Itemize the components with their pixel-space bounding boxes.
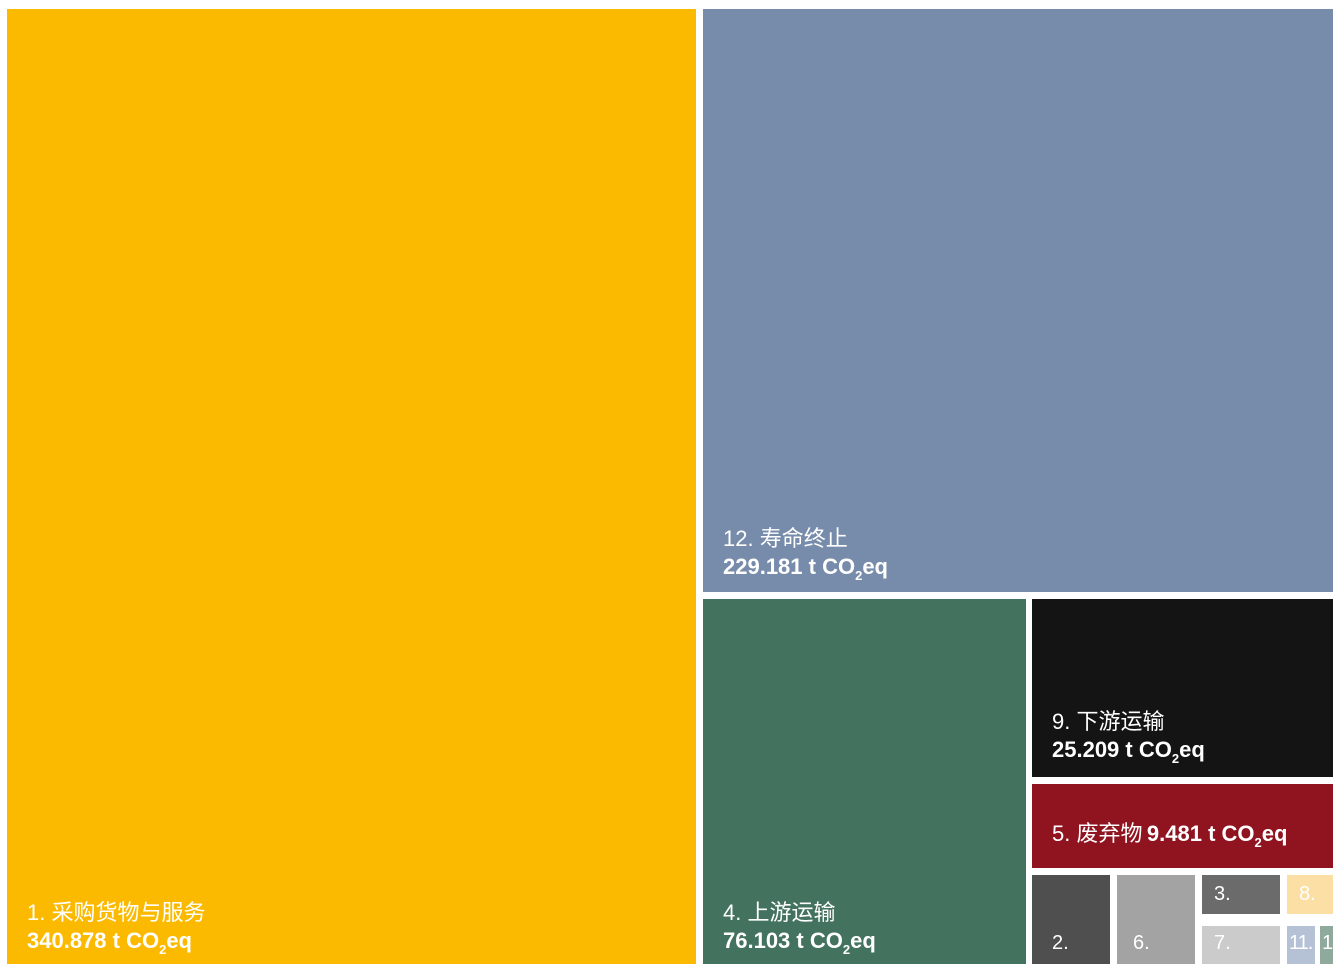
tile-waste: 5. 废弃物 9.481 t CO2eq (1032, 784, 1333, 868)
tile-label: 8. (1299, 883, 1316, 905)
tile-value: 25.209 t CO2eq (1052, 736, 1205, 766)
tile-label: 11. (1289, 932, 1313, 954)
tile-category-2: 2. (1032, 875, 1110, 964)
tile-value: 340.878 t CO2eq (27, 927, 192, 957)
tile-label: 12. 寿命终止 (723, 526, 848, 551)
tile-label: 5. 废弃物 (1052, 821, 1143, 846)
tile-label: 7. (1214, 932, 1231, 954)
tile-label: 1 (1322, 932, 1333, 954)
tile-category-6: 6. (1117, 875, 1195, 964)
tile-category-11: 11. (1287, 926, 1315, 964)
tile-value: 9.481 t CO2eq (1146, 821, 1288, 850)
tile-category-7: 7. (1202, 926, 1280, 964)
tile-category-8: 8. (1287, 875, 1333, 914)
tile-label: 1. 采购货物与服务 (27, 900, 206, 925)
tile-value: 229.181 t CO2eq (723, 553, 888, 583)
tile-upstream-transport: 4. 上游运输 76.103 t CO2eq (703, 599, 1026, 964)
tile-label: 2. (1052, 932, 1069, 954)
tile-category-1x: 1 (1320, 926, 1333, 964)
tile-label: 4. 上游运输 (723, 900, 836, 925)
tile-category-3: 3. (1202, 875, 1280, 914)
tile-value: 76.103 t CO2eq (723, 927, 876, 957)
tile-label: 9. 下游运输 (1052, 709, 1165, 734)
tile-end-of-life: 12. 寿命终止 229.181 t CO2eq (703, 9, 1333, 592)
tile-label: 3. (1214, 883, 1231, 905)
tile-downstream-transport: 9. 下游运输 25.209 t CO2eq (1032, 599, 1333, 777)
tile-purchased-goods: 1. 采购货物与服务 340.878 t CO2eq (7, 9, 696, 964)
tile-label: 6. (1133, 932, 1150, 954)
